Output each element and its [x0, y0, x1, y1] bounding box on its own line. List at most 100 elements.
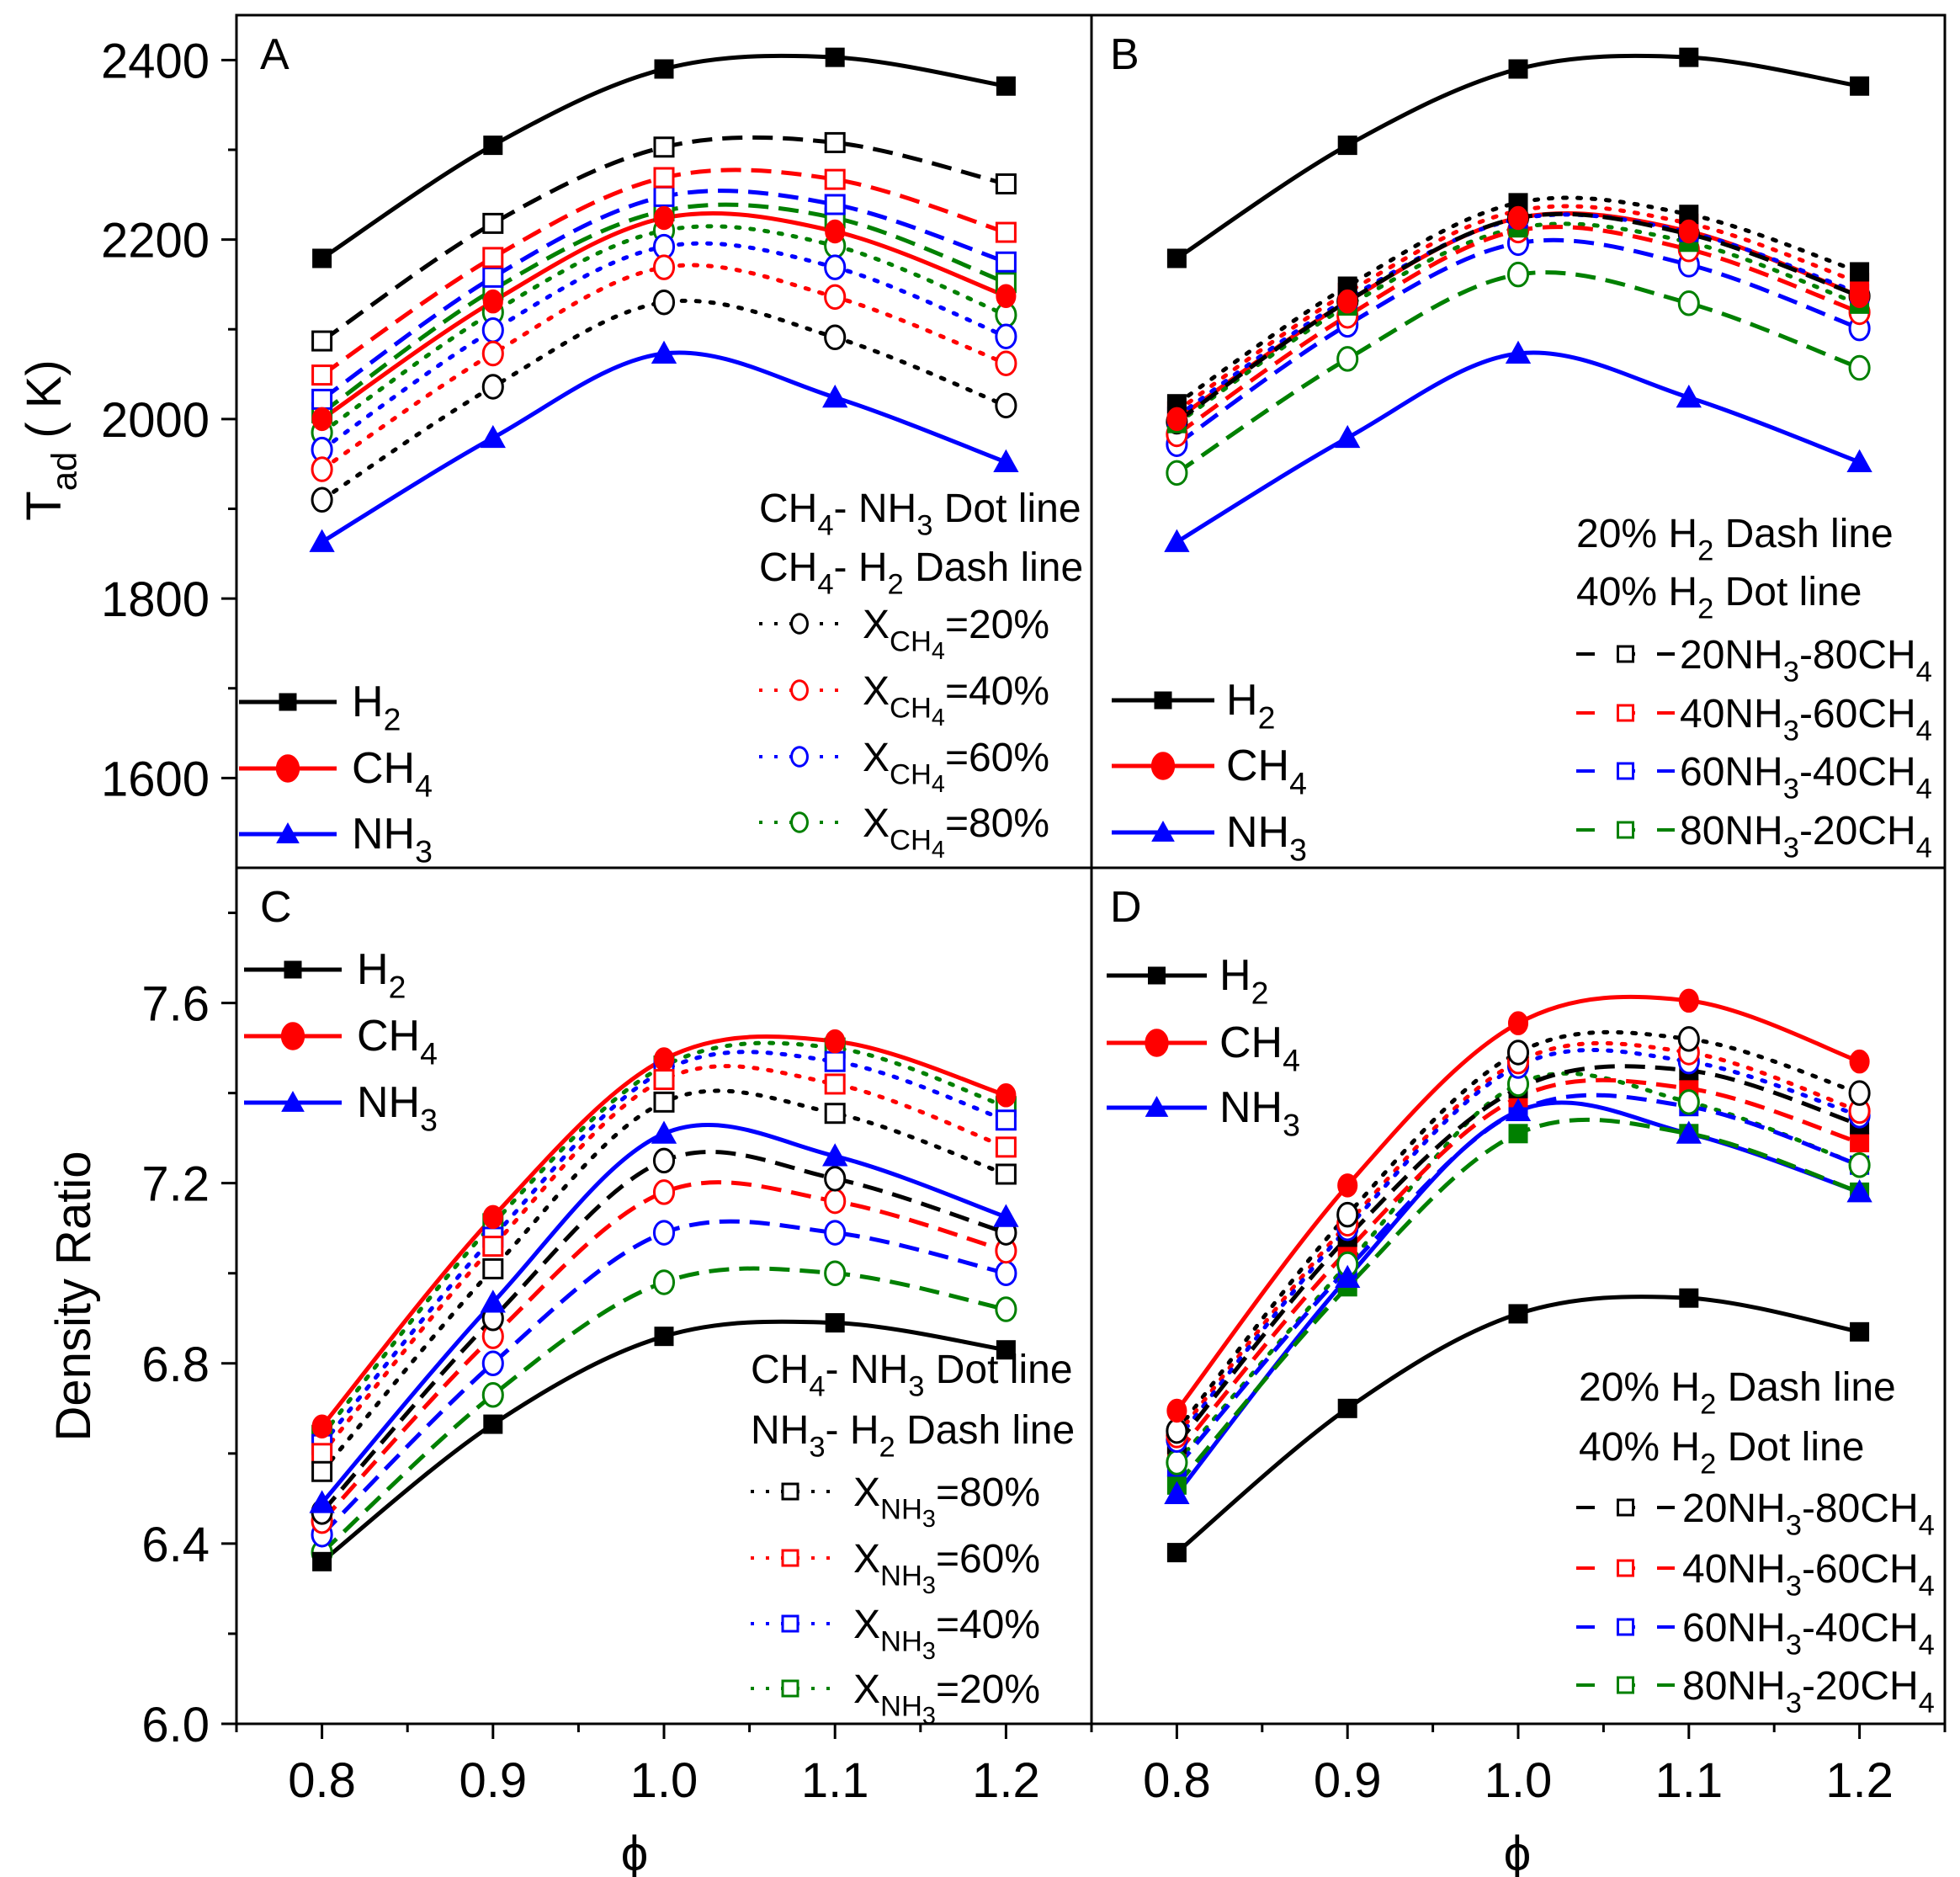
data-point-circle [1677, 1089, 1700, 1115]
data-point-circle [652, 1269, 676, 1295]
data-point-square [995, 221, 1017, 243]
x-tick-label: 1.1 [1655, 1753, 1723, 1808]
series-line-20-h2-20nh3-80ch4 [1175, 1064, 1861, 1446]
y-tick-label: 6.0 [141, 1698, 210, 1752]
data-point-square [312, 248, 332, 269]
x-tick-label: 1.2 [972, 1753, 1040, 1808]
data-point-square [824, 194, 846, 215]
series-line-20-h2-40nh3-60ch4 [1175, 1077, 1861, 1455]
y-tick-label: 6.8 [141, 1337, 210, 1392]
legend-label: XCH4=40% [863, 669, 1049, 731]
data-point-circle [1337, 1173, 1358, 1198]
legend-label: 60NH3-40CH4 [1682, 1606, 1935, 1661]
circle-marker [790, 746, 809, 768]
square-marker [1148, 966, 1166, 985]
data-point-circle [1336, 346, 1359, 372]
data-point-circle [824, 324, 847, 351]
data-point-triangle [1846, 449, 1872, 472]
legend-label: XCH4=80% [863, 801, 1049, 864]
data-point-circle [995, 392, 1017, 419]
data-point-circle [1677, 290, 1700, 316]
data-point-circle [1848, 354, 1871, 381]
square-marker [284, 960, 302, 979]
x-tick-label: 1.1 [801, 1753, 869, 1808]
panel-letter-d: D [1110, 883, 1142, 932]
data-point-circle [824, 1220, 847, 1246]
data-point-triangle [993, 449, 1019, 472]
data-point-circle [652, 289, 676, 316]
data-point-circle [1677, 1026, 1700, 1052]
data-point-circle [481, 1350, 504, 1377]
series-line-40-h2-20nh3-80ch4 [1174, 1029, 1862, 1433]
legend-note: CH4- NH3 Dot line [751, 1348, 1073, 1402]
x-tick-label: 1.0 [1485, 1753, 1553, 1808]
legend-label: 20NH3-80CH4 [1680, 633, 1932, 688]
legend-label: NH3 [357, 1078, 438, 1138]
data-point-square [483, 1414, 503, 1434]
data-point-square [482, 1258, 504, 1279]
data-point-triangle [1505, 1098, 1532, 1121]
legend-label: XNH3=60% [853, 1537, 1040, 1599]
legend-note: CH4- H2 Dash line [759, 545, 1083, 600]
data-point-triangle [309, 1490, 335, 1513]
series-line-ch4 [320, 1034, 1007, 1428]
data-point-circle [481, 317, 504, 343]
square-marker [781, 1679, 799, 1698]
data-point-square [1679, 1288, 1699, 1308]
data-point-circle [1166, 407, 1187, 432]
data-point-square [824, 1073, 846, 1095]
data-point-triangle [822, 1143, 848, 1167]
legend-label: XCH4=20% [863, 603, 1049, 665]
y-tick-label: 1600 [101, 752, 210, 806]
data-point-square [311, 1443, 333, 1465]
data-point-triangle [1164, 1481, 1190, 1504]
legend-label: CH4 [357, 1012, 438, 1071]
circle-marker [790, 811, 809, 833]
legend-label: CH4 [352, 744, 433, 804]
data-point-square [824, 1103, 846, 1125]
data-point-square [1508, 59, 1528, 79]
y-tick-label: 7.6 [141, 977, 210, 1032]
y-tick-label: 2200 [101, 214, 210, 269]
square-marker [1617, 1498, 1634, 1517]
data-point-circle [1166, 1417, 1188, 1444]
data-point-square [482, 212, 504, 234]
panel-a [221, 47, 1019, 779]
square-marker [1617, 821, 1634, 839]
data-point-square [482, 266, 504, 288]
data-point-square [654, 1327, 674, 1347]
data-point-square [996, 76, 1016, 96]
data-point-square [1166, 248, 1187, 269]
legend-label: H2 [1226, 676, 1275, 736]
legend-label: CH4 [1219, 1018, 1300, 1078]
data-point-square [995, 1109, 1017, 1131]
square-marker [1617, 1559, 1634, 1577]
y-tick-label: 2400 [101, 34, 210, 88]
data-point-square [653, 167, 675, 189]
series-line-ch4 [1175, 994, 1861, 1412]
square-marker [279, 693, 297, 711]
legend-label: 80NH3-20CH4 [1682, 1664, 1935, 1719]
data-point-square [995, 1163, 1017, 1185]
circle-marker [790, 679, 809, 701]
legend-note: 20% H2 Dash line [1579, 1365, 1896, 1420]
data-point-square [1850, 262, 1870, 282]
data-point-circle [1507, 205, 1529, 231]
data-point-square [653, 185, 675, 207]
legend-label: NH3 [1226, 808, 1307, 868]
data-point-square [311, 364, 333, 386]
data-point-square [483, 136, 503, 156]
data-point-circle [1507, 1011, 1529, 1035]
y-tick-label: 7.2 [141, 1157, 210, 1212]
x-tick-label: 1.2 [1825, 1753, 1894, 1808]
triangle-marker [281, 1090, 305, 1112]
circle-marker [1145, 1029, 1169, 1057]
data-point-circle [1848, 1080, 1871, 1106]
data-point-square [995, 251, 1017, 273]
square-marker [781, 1482, 799, 1501]
data-point-square [996, 1340, 1016, 1360]
series-line-ch4-nh3-x-nh3-60- [320, 1064, 1008, 1456]
data-point-circle [995, 1260, 1017, 1286]
series-line-40-h2-20nh3-80ch4 [1174, 195, 1862, 407]
data-point-square [824, 131, 846, 153]
